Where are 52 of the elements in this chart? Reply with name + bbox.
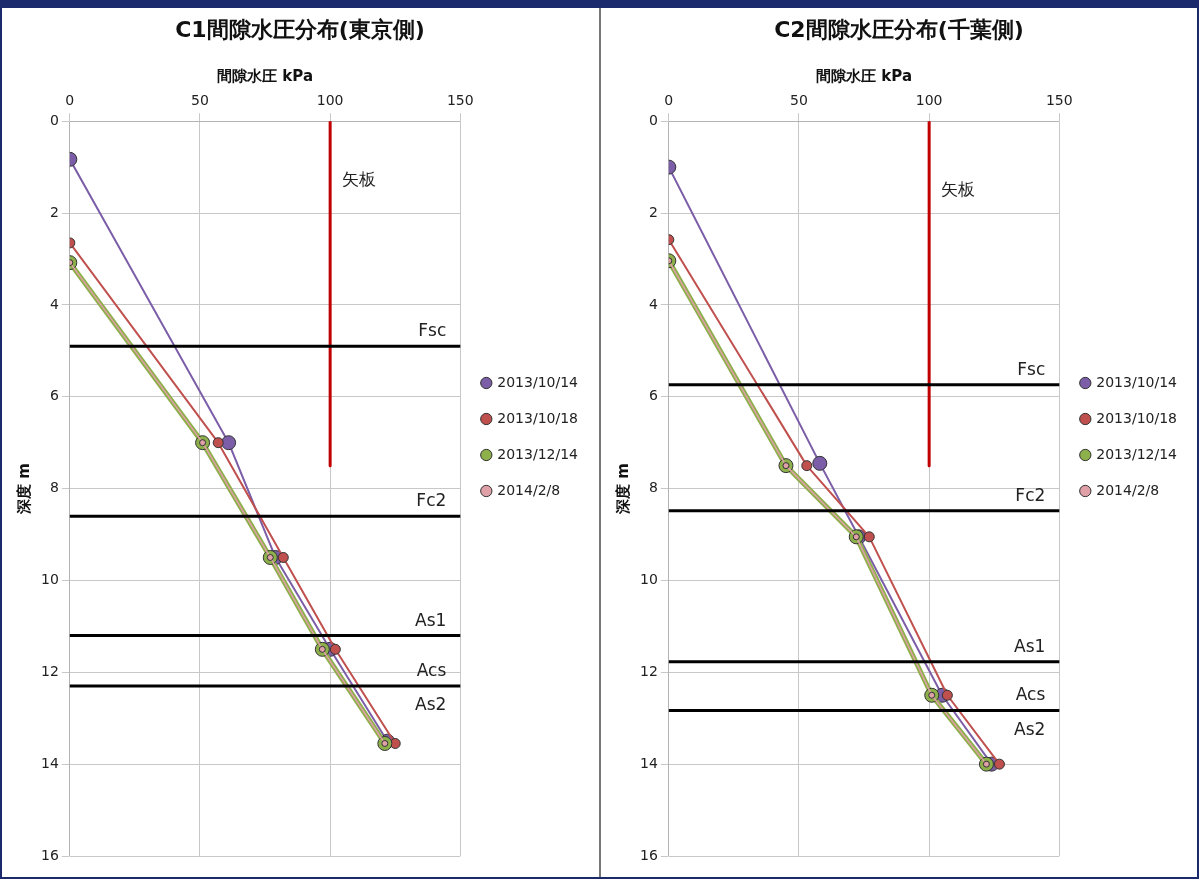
legend-label: 2013/12/14 <box>497 445 579 462</box>
y-tick-label: 4 <box>49 295 59 312</box>
ref-line-label: Fc2 <box>416 490 447 511</box>
x-tick-label: 50 <box>789 92 808 109</box>
annotation: As2 <box>1013 718 1045 739</box>
x-tick-label: 150 <box>1045 92 1073 109</box>
y-tick-label: 0 <box>648 111 658 128</box>
y-tick-label: 8 <box>49 479 59 496</box>
x-tick-label: 100 <box>316 92 344 109</box>
x-axis-title: 間隙水圧 kPa <box>815 67 912 86</box>
legend-label: 2013/10/14 <box>497 373 579 390</box>
y-tick-label: 16 <box>40 846 59 863</box>
y-tick-label: 6 <box>648 387 658 404</box>
x-tick-label: 50 <box>191 92 209 109</box>
x-tick-label: 100 <box>915 92 943 109</box>
annotation: 矢板 <box>342 169 377 190</box>
y-tick-label: 4 <box>648 295 658 312</box>
chart-title: C1間隙水圧分布(東京側) <box>175 16 425 42</box>
y-tick-label: 14 <box>639 754 658 771</box>
ref-line-label: Fc2 <box>1014 484 1045 505</box>
y-tick-label: 12 <box>40 662 59 679</box>
chart-title: C2間隙水圧分布(千葉側) <box>773 16 1024 42</box>
y-tick-label: 8 <box>648 479 658 496</box>
ref-line-label: As1 <box>1013 635 1045 656</box>
x-tick-label: 0 <box>663 92 673 109</box>
y-tick-label: 16 <box>639 846 658 863</box>
legend-label: 2014/2/8 <box>1095 481 1159 498</box>
y-tick-label: 2 <box>49 203 59 220</box>
y-axis-title: 深度 m <box>14 463 33 516</box>
y-axis-title: 深度 m <box>613 463 632 516</box>
x-tick-label: 0 <box>65 92 75 109</box>
x-tick-label: 150 <box>446 92 474 109</box>
y-tick-label: 12 <box>639 662 658 679</box>
y-tick-label: 6 <box>49 387 59 404</box>
ref-line-label: Acs <box>1015 684 1045 705</box>
ref-line-label: As1 <box>415 609 447 630</box>
y-tick-label: 10 <box>40 571 59 588</box>
y-tick-label: 14 <box>40 754 59 771</box>
ref-line-label: Fsc <box>418 320 447 341</box>
x-axis-title: 間隙水圧 kPa <box>217 67 314 86</box>
legend-label: 2014/2/8 <box>497 481 561 498</box>
annotation: As2 <box>415 694 447 715</box>
y-tick-label: 0 <box>49 111 59 128</box>
ref-line-label: Acs <box>416 660 447 681</box>
ref-line-label: Fsc <box>1016 358 1045 379</box>
y-tick-label: 2 <box>648 203 658 220</box>
y-tick-label: 10 <box>639 571 658 588</box>
legend-label: 2013/10/14 <box>1095 373 1177 390</box>
legend-label: 2013/10/18 <box>497 409 579 426</box>
legend-label: 2013/12/14 <box>1095 445 1177 462</box>
annotation: 矢板 <box>940 178 975 199</box>
legend-label: 2013/10/18 <box>1095 409 1177 426</box>
